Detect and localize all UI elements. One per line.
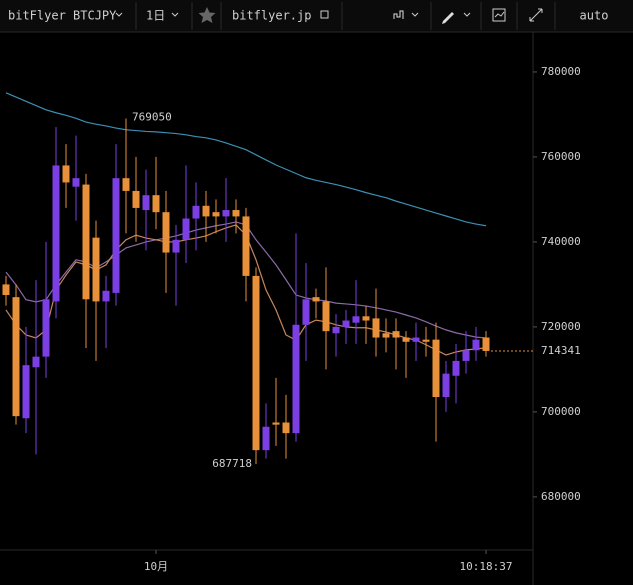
candle-body — [202, 205, 210, 217]
candle-body — [52, 165, 60, 302]
popout[interactable] — [320, 10, 329, 19]
candle-body — [322, 301, 330, 332]
candle-body — [32, 356, 40, 368]
candle-body — [342, 320, 350, 327]
interval[interactable]: 1日 — [146, 9, 165, 23]
y-tick-label: 700000 — [541, 405, 581, 418]
candle-body — [462, 350, 470, 361]
candle-body — [192, 205, 200, 219]
candle-body — [302, 299, 310, 325]
y-tick-label: 780000 — [541, 65, 581, 78]
candle-body — [92, 237, 100, 302]
candle-body — [372, 318, 380, 338]
x-tick-label: 10:18:37 — [460, 560, 513, 573]
candle-body — [162, 212, 170, 253]
candle-body — [422, 339, 430, 342]
candle-body — [22, 365, 30, 419]
candle-body — [272, 422, 280, 425]
candle-body — [62, 165, 70, 183]
candle-body — [282, 422, 290, 434]
candle-body — [332, 326, 340, 334]
symbol[interactable]: bitFlyer BTCJPY — [8, 9, 117, 23]
candle-body — [352, 316, 360, 323]
candle-body — [452, 360, 460, 376]
low-annotation: 687718 — [212, 457, 252, 470]
candle-body — [232, 210, 240, 217]
candle-body — [482, 337, 490, 351]
high-annotation: 769050 — [132, 110, 172, 123]
x-tick-label: 10月 — [144, 560, 168, 573]
candle-body — [252, 275, 260, 451]
candle-body — [292, 324, 300, 434]
candle-body — [402, 337, 410, 342]
candle-body — [42, 299, 50, 357]
last-price-label: 714341 — [541, 344, 581, 357]
y-tick-label: 760000 — [541, 150, 581, 163]
candle-body — [262, 426, 270, 451]
toolbar — [0, 0, 633, 32]
candle-body — [122, 178, 130, 191]
candle-body — [2, 284, 10, 296]
candle-body — [442, 373, 450, 398]
candle-body — [222, 210, 230, 217]
candle-body — [212, 212, 220, 217]
candle-body — [72, 178, 80, 187]
y-tick-label: 740000 — [541, 235, 581, 248]
candle-body — [172, 239, 180, 253]
scale-mode[interactable]: auto — [580, 9, 609, 23]
moving-average — [5, 92, 487, 227]
candle-body — [182, 218, 190, 240]
indicators[interactable] — [492, 8, 506, 22]
candle-body — [362, 316, 370, 321]
candle-body — [472, 339, 480, 351]
y-tick-label: 720000 — [541, 320, 581, 333]
source[interactable]: bitflyer.jp — [232, 9, 311, 23]
candle-body — [392, 331, 400, 338]
favorite[interactable] — [198, 7, 216, 23]
candle-body — [102, 290, 110, 302]
candle-body — [412, 337, 420, 342]
fullscreen[interactable] — [529, 8, 543, 22]
candle-body — [132, 190, 140, 208]
chart-style[interactable] — [393, 10, 404, 19]
candle-body — [242, 216, 250, 276]
candle-body — [12, 297, 20, 417]
candle-body — [82, 184, 90, 300]
candle-body — [432, 339, 440, 398]
y-tick-label: 680000 — [541, 490, 581, 503]
draw-tool[interactable] — [442, 12, 454, 24]
candle-body — [152, 195, 160, 213]
candle-body — [112, 178, 120, 293]
candle-body — [382, 333, 390, 338]
candle-body — [142, 195, 150, 211]
candle-body — [312, 297, 320, 302]
